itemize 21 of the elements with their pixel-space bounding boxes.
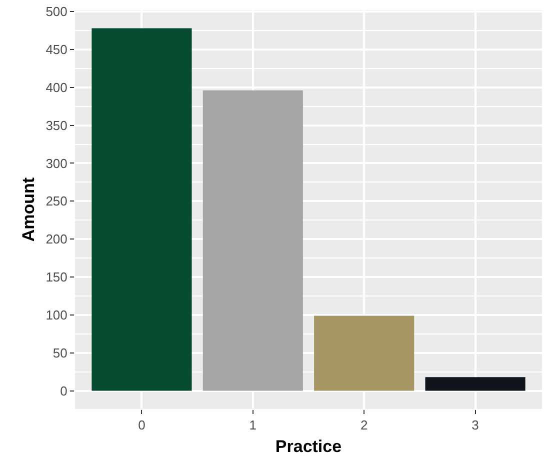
x-tick-label: 1 [249, 418, 257, 433]
y-axis-title: Amount [19, 177, 38, 242]
x-tick-label: 2 [360, 418, 368, 433]
bar [202, 90, 303, 391]
bar [314, 316, 414, 391]
bar [425, 377, 526, 391]
y-tick-label: 350 [46, 118, 68, 133]
y-tick-label: 100 [46, 307, 68, 322]
x-tick-label: 3 [472, 418, 479, 433]
y-tick-label: 250 [46, 194, 68, 209]
y-tick-label: 400 [46, 80, 68, 95]
y-tick-label: 450 [46, 42, 68, 57]
x-tick-label: 0 [138, 418, 146, 433]
bar [92, 28, 192, 391]
y-tick-label: 200 [46, 232, 68, 247]
y-tick-label: 150 [46, 270, 68, 285]
y-tick-label: 500 [46, 4, 68, 20]
y-tick-label: 50 [52, 345, 68, 360]
x-axis-title: Practice [275, 437, 342, 456]
y-tick-label: 300 [46, 156, 68, 171]
y-tick-label: 0 [60, 383, 68, 398]
